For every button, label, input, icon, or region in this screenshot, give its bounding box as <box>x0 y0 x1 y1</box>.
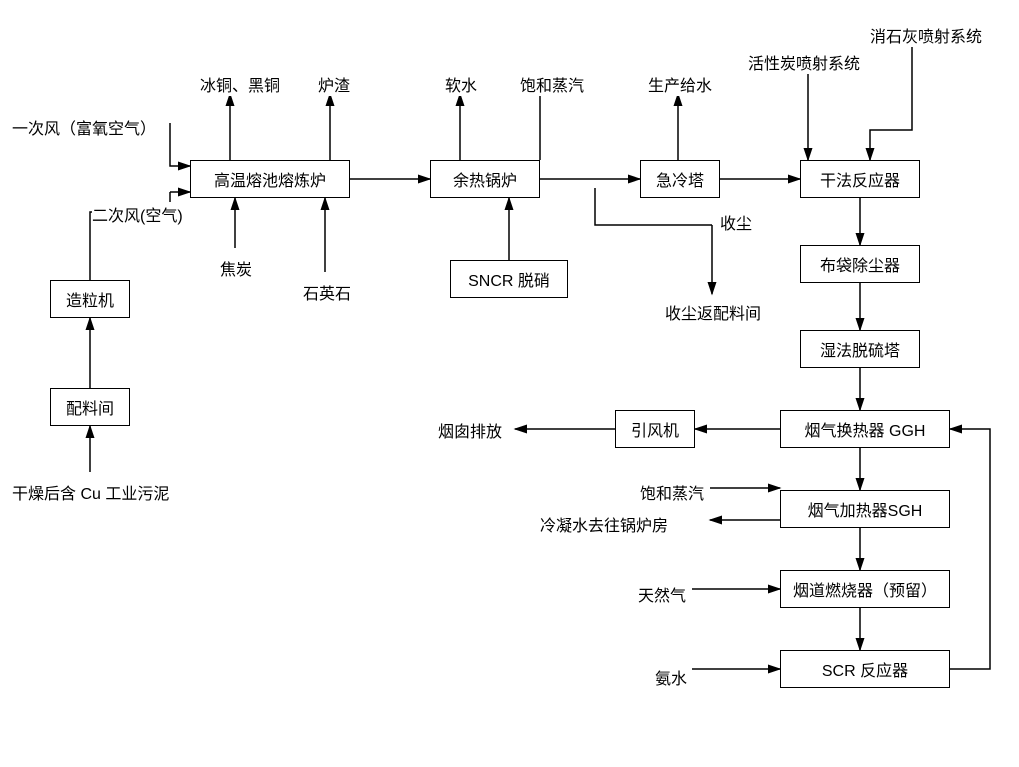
ggh: 烟气换热器 GGH <box>780 410 950 448</box>
dust: 收尘 <box>720 210 752 234</box>
matte_black: 冰铜、黑铜 <box>200 72 280 96</box>
wet_desulf: 湿法脱硫塔 <box>800 330 920 368</box>
act_carbon: 活性炭喷射系统 <box>748 50 860 74</box>
edge <box>170 123 190 166</box>
dust_return: 收尘返配料间 <box>665 300 761 324</box>
sgh: 烟气加热器SGH <box>780 490 950 528</box>
waste_boiler: 余热锅炉 <box>430 160 540 198</box>
batching: 配料间 <box>50 388 130 426</box>
primary_air: 一次风（富氧空气） <box>12 115 156 139</box>
slag: 炉渣 <box>318 72 350 96</box>
edge <box>870 45 912 160</box>
fan: 引风机 <box>615 410 695 448</box>
stack: 烟囱排放 <box>438 418 502 442</box>
granulator: 造粒机 <box>50 280 130 318</box>
burner: 烟道燃烧器（预留） <box>780 570 950 608</box>
sncr: SNCR 脱硝 <box>450 260 568 298</box>
bag_filter: 布袋除尘器 <box>800 245 920 283</box>
scr: SCR 反应器 <box>780 650 950 688</box>
quench: 急冷塔 <box>640 160 720 198</box>
cond_water: 冷凝水去往锅炉房 <box>540 512 668 536</box>
edge <box>950 429 990 669</box>
secondary_air: 二次风(空气) <box>92 202 183 226</box>
dried_sludge: 干燥后含 Cu 工业污泥 <box>12 480 169 504</box>
sat_steam_mid: 饱和蒸汽 <box>640 480 704 504</box>
prod_water: 生产给水 <box>648 72 712 96</box>
dry_reactor: 干法反应器 <box>800 160 920 198</box>
soft_water: 软水 <box>445 72 477 96</box>
ammonia: 氨水 <box>655 665 687 689</box>
nat_gas: 天然气 <box>638 582 686 606</box>
quartz: 石英石 <box>303 280 351 304</box>
sat_steam_top: 饱和蒸汽 <box>520 72 584 96</box>
smelter: 高温熔池熔炼炉 <box>190 160 350 198</box>
lime_spray: 消石灰喷射系统 <box>870 23 982 47</box>
coke: 焦炭 <box>220 256 252 280</box>
